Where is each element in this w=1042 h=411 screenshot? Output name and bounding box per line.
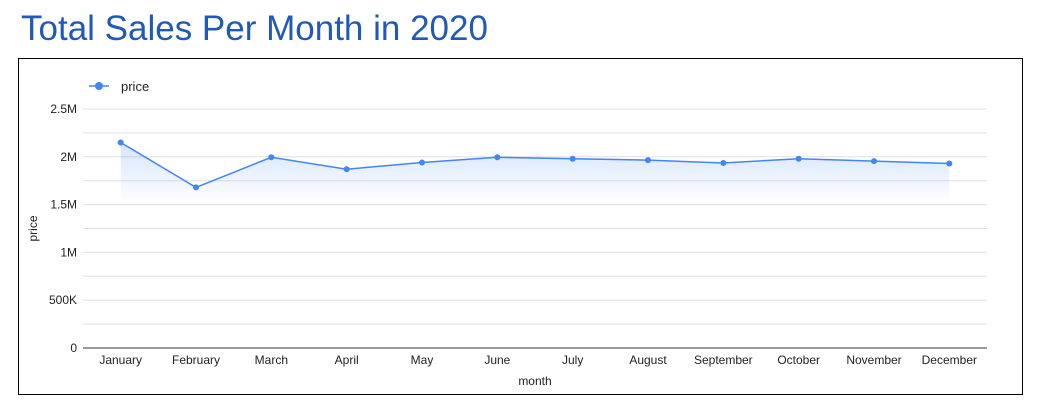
y-tick-label: 500K — [49, 293, 77, 307]
x-tick-label: December — [922, 353, 977, 367]
x-tick-label: July — [562, 353, 583, 367]
data-point — [117, 139, 124, 146]
x-tick-label: February — [172, 353, 220, 367]
y-axis-title: price — [26, 215, 40, 241]
legend-label: price — [121, 79, 149, 94]
x-tick-label: May — [411, 353, 434, 367]
data-point — [720, 160, 727, 167]
data-point — [494, 154, 501, 161]
data-point — [268, 154, 275, 161]
legend-dot-icon — [95, 82, 103, 90]
y-tick-label: 0 — [70, 341, 77, 355]
x-tick-label: September — [694, 353, 753, 367]
page-title: Total Sales Per Month in 2020 — [21, 9, 488, 48]
y-axis-ticks: 0 500K 1M 1.5M 2M 2.5M — [49, 102, 77, 355]
data-point — [569, 155, 576, 162]
x-tick-label: November — [846, 353, 901, 367]
series-line — [120, 141, 950, 189]
x-tick-label: June — [484, 353, 510, 367]
y-tick-label: 2M — [60, 150, 77, 164]
data-point — [419, 159, 425, 166]
x-tick-label: January — [99, 353, 142, 367]
y-tick-label: 1M — [60, 245, 77, 259]
area-layer — [120, 142, 950, 199]
x-tick-label: April — [335, 353, 359, 367]
grid-layer — [83, 108, 987, 349]
y-tick-label: 1.5M — [50, 198, 77, 212]
series-area — [120, 142, 950, 199]
x-tick-label: August — [629, 353, 667, 367]
y-tick-label: 2.5M — [50, 102, 77, 116]
x-axis-ticks: January February March April May June July Augu… — [99, 353, 977, 367]
data-point — [795, 155, 802, 162]
line-chart: 0 500K 1M 1.5M 2M 2.5M January February March Ap… — [26, 79, 987, 388]
x-axis-title: month — [518, 374, 551, 388]
x-tick-label: October — [777, 353, 820, 367]
point-layer — [117, 139, 953, 191]
legend[interactable]: price — [89, 79, 149, 94]
data-point — [871, 158, 877, 165]
data-point — [343, 166, 350, 173]
data-point — [193, 184, 199, 191]
x-tick-label: March — [255, 353, 288, 367]
data-point — [645, 157, 651, 164]
line-layer — [120, 141, 950, 189]
data-point — [946, 160, 953, 167]
chart-frame: 0 500K 1M 1.5M 2M 2.5M January February March Ap… — [18, 58, 1023, 395]
